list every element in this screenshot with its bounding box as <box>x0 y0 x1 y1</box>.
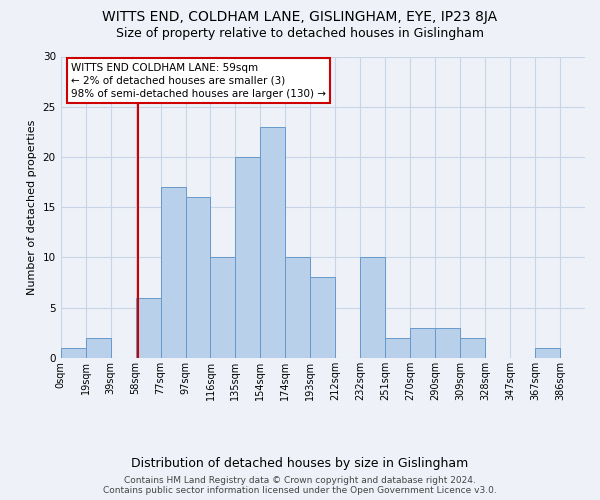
Bar <box>235 157 260 358</box>
Bar <box>161 187 185 358</box>
Bar <box>260 127 286 358</box>
Bar <box>86 338 110 358</box>
Text: Contains HM Land Registry data © Crown copyright and database right 2024.
Contai: Contains HM Land Registry data © Crown c… <box>103 476 497 495</box>
Bar <box>435 328 460 358</box>
Bar <box>385 338 410 358</box>
Bar <box>410 328 435 358</box>
Bar <box>460 338 485 358</box>
Bar <box>185 197 211 358</box>
Bar <box>286 258 310 358</box>
Text: WITTS END COLDHAM LANE: 59sqm
← 2% of detached houses are smaller (3)
98% of sem: WITTS END COLDHAM LANE: 59sqm ← 2% of de… <box>71 62 326 99</box>
Bar <box>535 348 560 358</box>
Bar <box>211 258 235 358</box>
Bar <box>61 348 86 358</box>
Text: Size of property relative to detached houses in Gislingham: Size of property relative to detached ho… <box>116 28 484 40</box>
Text: Distribution of detached houses by size in Gislingham: Distribution of detached houses by size … <box>131 458 469 470</box>
Bar <box>360 258 385 358</box>
Bar <box>310 278 335 358</box>
Text: WITTS END, COLDHAM LANE, GISLINGHAM, EYE, IP23 8JA: WITTS END, COLDHAM LANE, GISLINGHAM, EYE… <box>103 10 497 24</box>
Y-axis label: Number of detached properties: Number of detached properties <box>27 120 37 295</box>
Bar <box>136 298 161 358</box>
